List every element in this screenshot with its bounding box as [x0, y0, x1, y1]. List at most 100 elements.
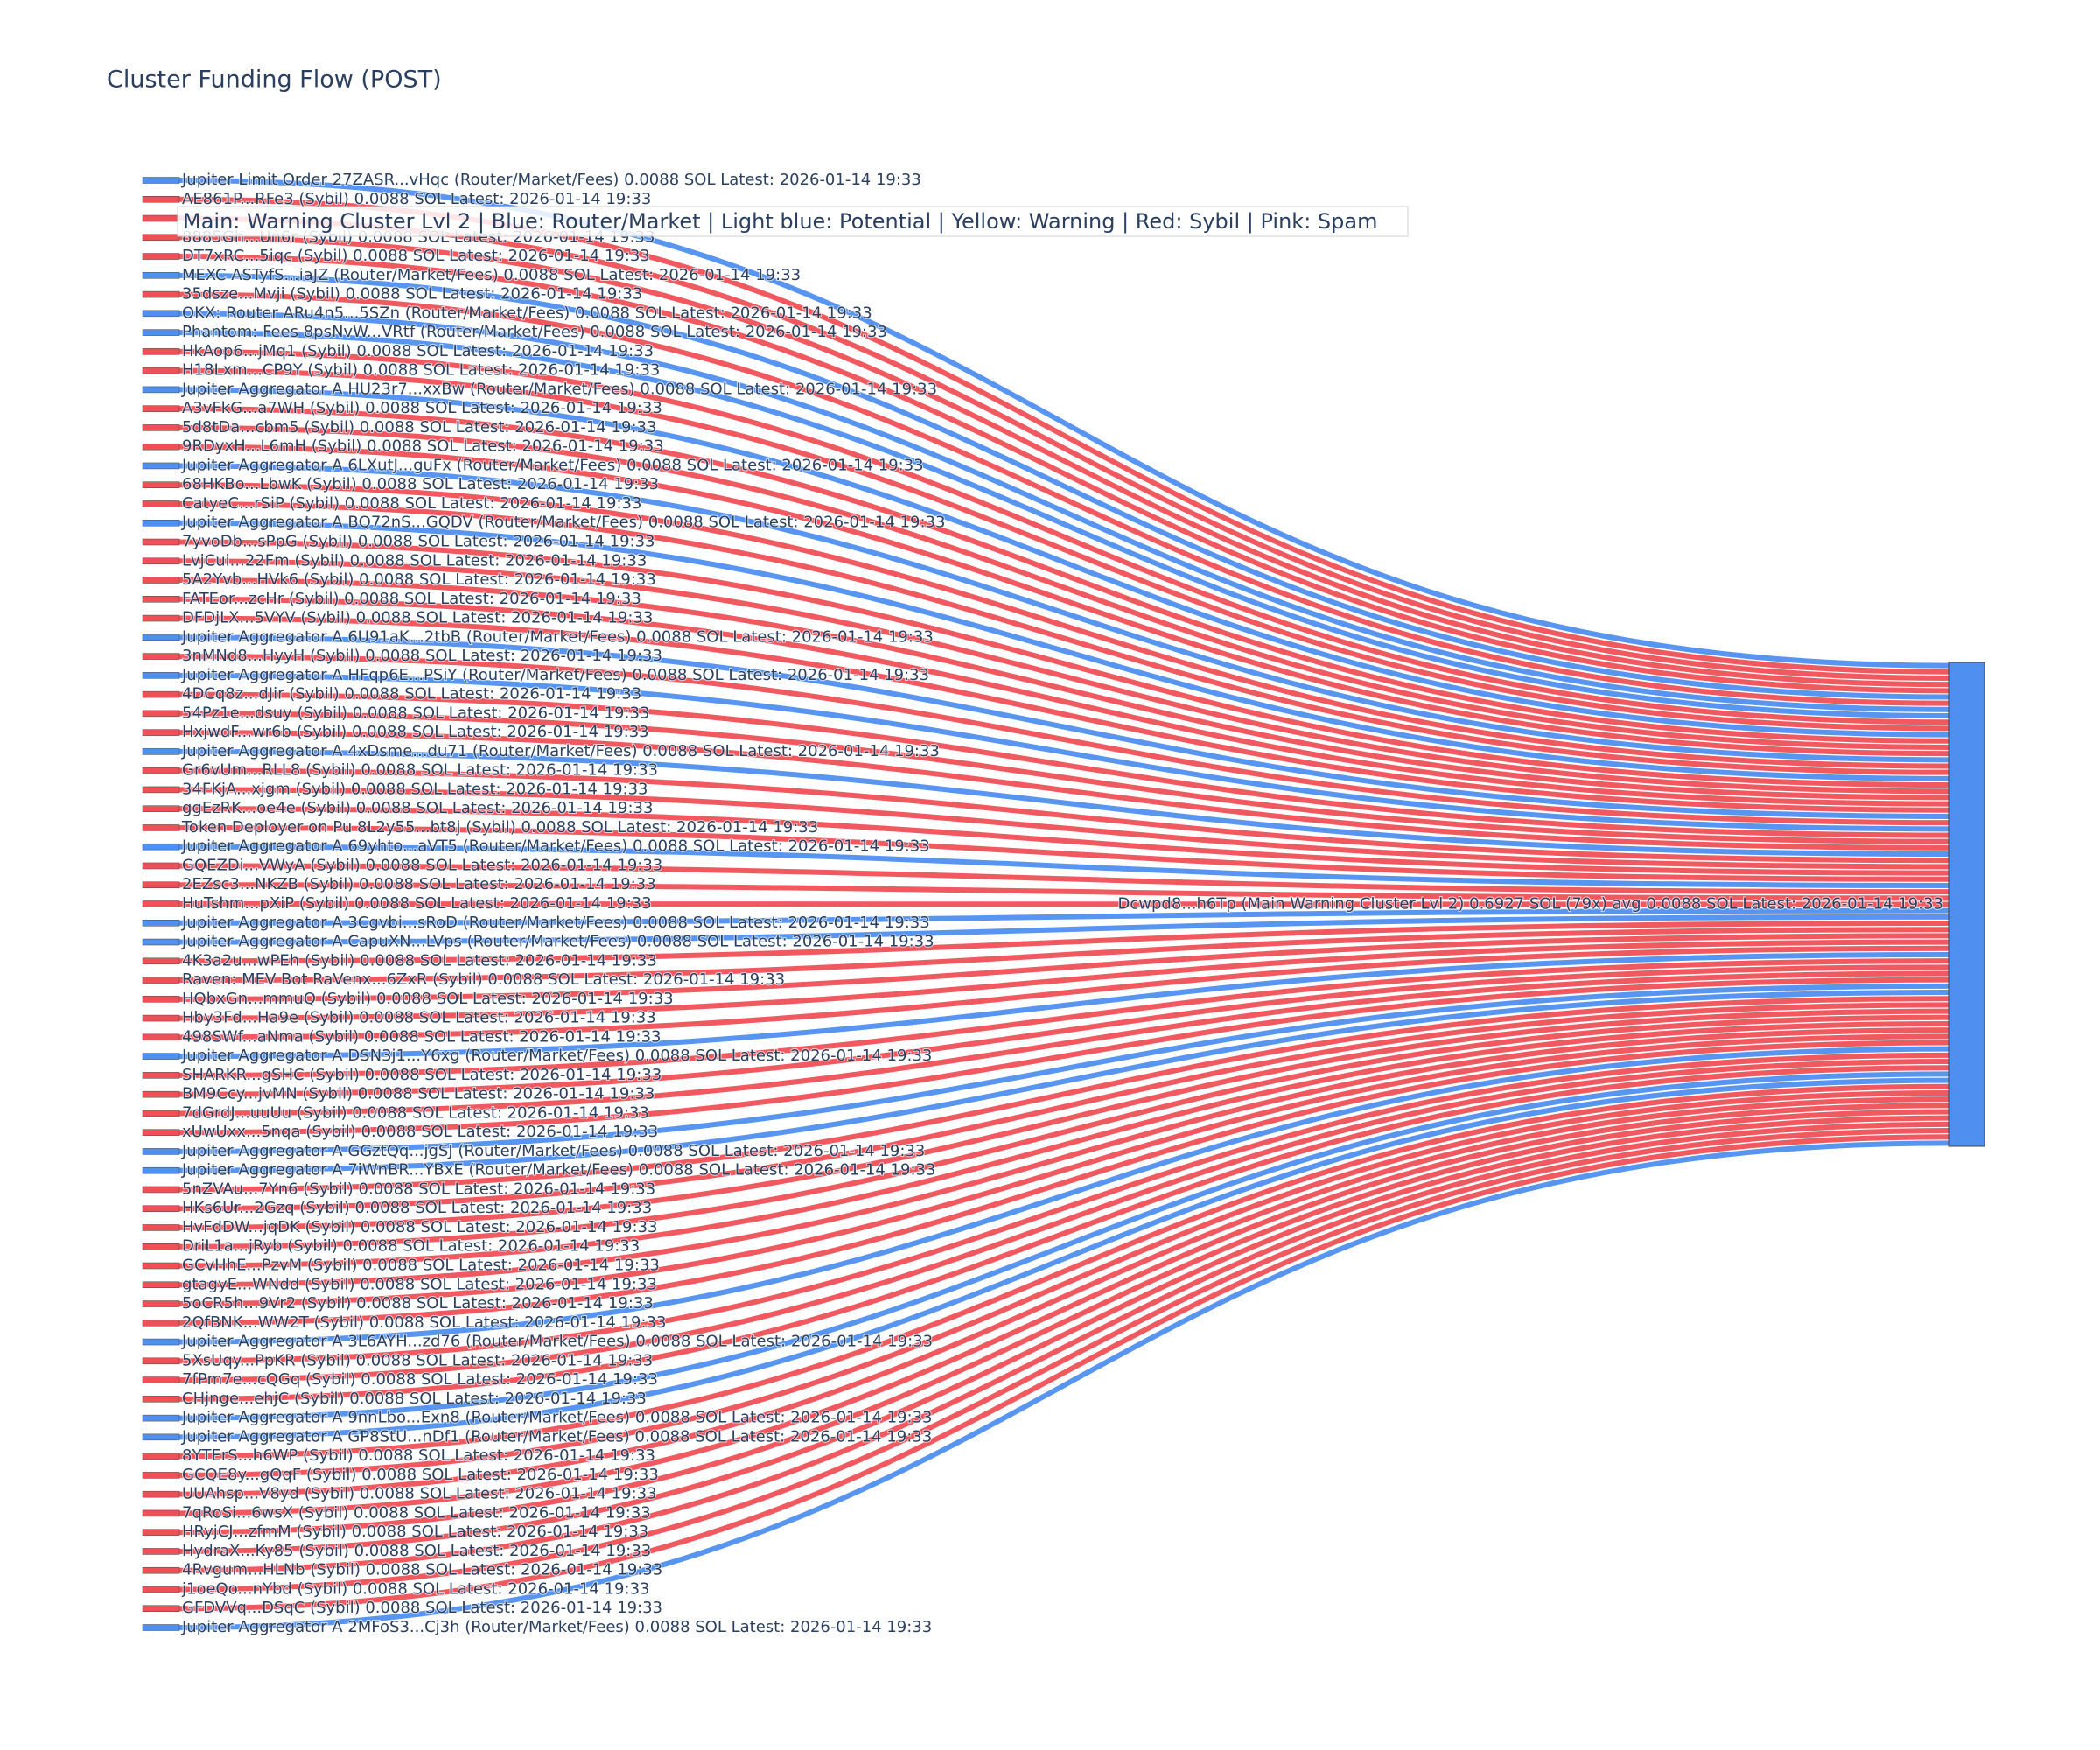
source-node — [142, 1300, 180, 1307]
source-node — [142, 405, 180, 412]
source-label: 2EZsc3...NKZB (Sybil) 0.0088 SOL Latest:… — [182, 875, 656, 893]
source-node — [142, 1110, 180, 1117]
source-node — [142, 443, 180, 451]
source-node — [142, 1186, 180, 1194]
source-node — [142, 1320, 180, 1326]
flow-link — [178, 291, 1950, 706]
source-label: Jupiter Aggregator A 7iWnBR...YBxE (Rout… — [181, 1161, 935, 1180]
flow-link — [178, 272, 1950, 700]
source-node — [142, 920, 180, 927]
source-node — [142, 557, 180, 565]
source-node — [142, 710, 180, 718]
source-label: Jupiter Aggregator A GP8StU...nDf1 (Rout… — [181, 1427, 932, 1446]
flow-link — [178, 939, 1950, 1021]
source-node — [142, 996, 180, 1003]
source-node — [142, 234, 180, 242]
source-node — [142, 1129, 180, 1136]
source-label: Jupiter Aggregator A 69yhto...aVT5 (Rout… — [181, 837, 930, 856]
source-label: 34FKjA...xjgm (Sybil) 0.0088 SOL Latest:… — [182, 780, 648, 798]
flow-link — [178, 672, 1950, 832]
source-node — [142, 1396, 180, 1403]
flow-link — [178, 1052, 1950, 1364]
flow-link — [178, 615, 1950, 813]
flow-link — [178, 1102, 1950, 1516]
source-label: Jupiter Aggregator A BQ72nS...GQDV (Rout… — [181, 514, 945, 532]
flow-link — [178, 824, 1950, 882]
source-node — [142, 881, 180, 888]
flow-link — [178, 1121, 1950, 1573]
source-node — [142, 1586, 180, 1593]
source-node — [142, 938, 180, 946]
source-label: ggEzRK...oe4e (Sybil) 0.0088 SOL Latest:… — [182, 799, 653, 817]
source-label: Phantom: Fees 8psNvW...VRtf (Router/Mark… — [182, 323, 887, 341]
flow-link — [178, 990, 1950, 1173]
source-node — [142, 424, 180, 431]
source-label: HKs6Ur...2Gzq (Sybil) 0.0088 SOL Latest:… — [182, 1199, 652, 1217]
source-node — [142, 786, 180, 794]
source-node — [142, 1338, 180, 1346]
source-node — [142, 824, 180, 831]
links — [178, 178, 1950, 1630]
source-node — [142, 1053, 180, 1060]
source-label: GCvHhE...PzvM (Sybil) 0.0088 SOL Latest:… — [182, 1256, 660, 1275]
source-node — [142, 500, 180, 508]
flow-link — [178, 844, 1950, 888]
flow-link — [178, 1071, 1950, 1421]
source-label: Jupiter Aggregator A HFqp6E...PSiY (Rout… — [181, 666, 929, 684]
source-node — [142, 1262, 180, 1270]
source-label: 5oCR5h...9Vr2 (Sybil) 0.0088 SOL Latest:… — [182, 1294, 654, 1312]
flow-link — [178, 348, 1950, 725]
source-label: xUwUxx...5nqa (Sybil) 0.0088 SOL Latest:… — [182, 1123, 658, 1141]
source-label: 54Pz1e...dsuy (Sybil) 0.0088 SOL Latest:… — [182, 704, 649, 722]
source-label: OKX: Router ARu4n5...5SZn (Router/Market… — [182, 304, 872, 322]
flow-link — [178, 234, 1950, 688]
source-label: DT7xRC...5iqc (Sybil) 0.0088 SOL Latest:… — [182, 247, 650, 265]
source-node — [142, 1566, 180, 1574]
source-node — [142, 1205, 180, 1212]
flow-link — [178, 578, 1950, 801]
flow-link — [178, 1040, 1950, 1326]
source-node — [142, 519, 180, 527]
flow-link — [178, 1014, 1950, 1250]
flow-link — [178, 387, 1950, 738]
source-node — [142, 1472, 180, 1479]
source-label: FATEor...zcHr (Sybil) 0.0088 SOL Latest:… — [182, 590, 641, 608]
source-label: 4DCq8z...dJir (Sybil) 0.0088 SOL Latest:… — [182, 685, 641, 704]
target-label: Dcwpd8...h6Tp (Main Warning Cluster Lvl … — [1118, 895, 1943, 914]
source-label: DriL1a...jRyb (Sybil) 0.0088 SOL Latest:… — [182, 1237, 640, 1256]
flow-link — [178, 254, 1950, 694]
flow-link — [178, 958, 1950, 1078]
source-label: Gr6vUm...RLL8 (Sybil) 0.0088 SOL Latest:… — [182, 761, 658, 780]
source-node — [142, 538, 180, 546]
source-label: DFDjLX...5VYV (Sybil) 0.0088 SOL Latest:… — [182, 609, 653, 627]
flow-link — [178, 914, 1950, 945]
flow-link — [178, 463, 1950, 763]
flow-link — [178, 558, 1950, 794]
flow-link — [178, 787, 1950, 870]
source-label: HkAop6...jMq1 (Sybil) 0.0088 SOL Latest:… — [182, 342, 654, 360]
source-label: GFDVVq...DSqC (Sybil) 0.0088 SOL Latest:… — [182, 1599, 662, 1617]
source-node — [142, 957, 180, 965]
flow-link — [178, 806, 1950, 876]
source-node — [142, 290, 180, 298]
source-node — [142, 729, 180, 736]
flow-link — [178, 1140, 1950, 1630]
flow-link — [178, 368, 1950, 732]
source-node — [142, 1376, 180, 1383]
source-label: GCQE8y...gQqF (Sybil) 0.0088 SOL Latest:… — [182, 1466, 659, 1484]
source-label: Jupiter Aggregator A HU23r7...xxBw (Rout… — [181, 380, 937, 398]
source-label: HxjwdF...wr6b (Sybil) 0.0088 SOL Latest:… — [182, 723, 649, 741]
flow-link — [178, 964, 1950, 1097]
source-label: 7fPm7e...cQGq (Sybil) 0.0088 SOL Latest:… — [182, 1370, 658, 1389]
flow-link — [178, 976, 1950, 1136]
source-node — [142, 1242, 180, 1250]
source-node — [142, 805, 180, 812]
source-node — [142, 1072, 180, 1079]
flow-link — [178, 311, 1950, 712]
flow-link — [178, 1002, 1950, 1212]
source-node — [142, 214, 180, 222]
source-node — [142, 690, 180, 698]
flow-link — [178, 983, 1950, 1154]
source-label: 68HKBo...LbwK (Sybil) 0.0088 SOL Latest:… — [182, 475, 659, 494]
source-node — [142, 1548, 180, 1555]
